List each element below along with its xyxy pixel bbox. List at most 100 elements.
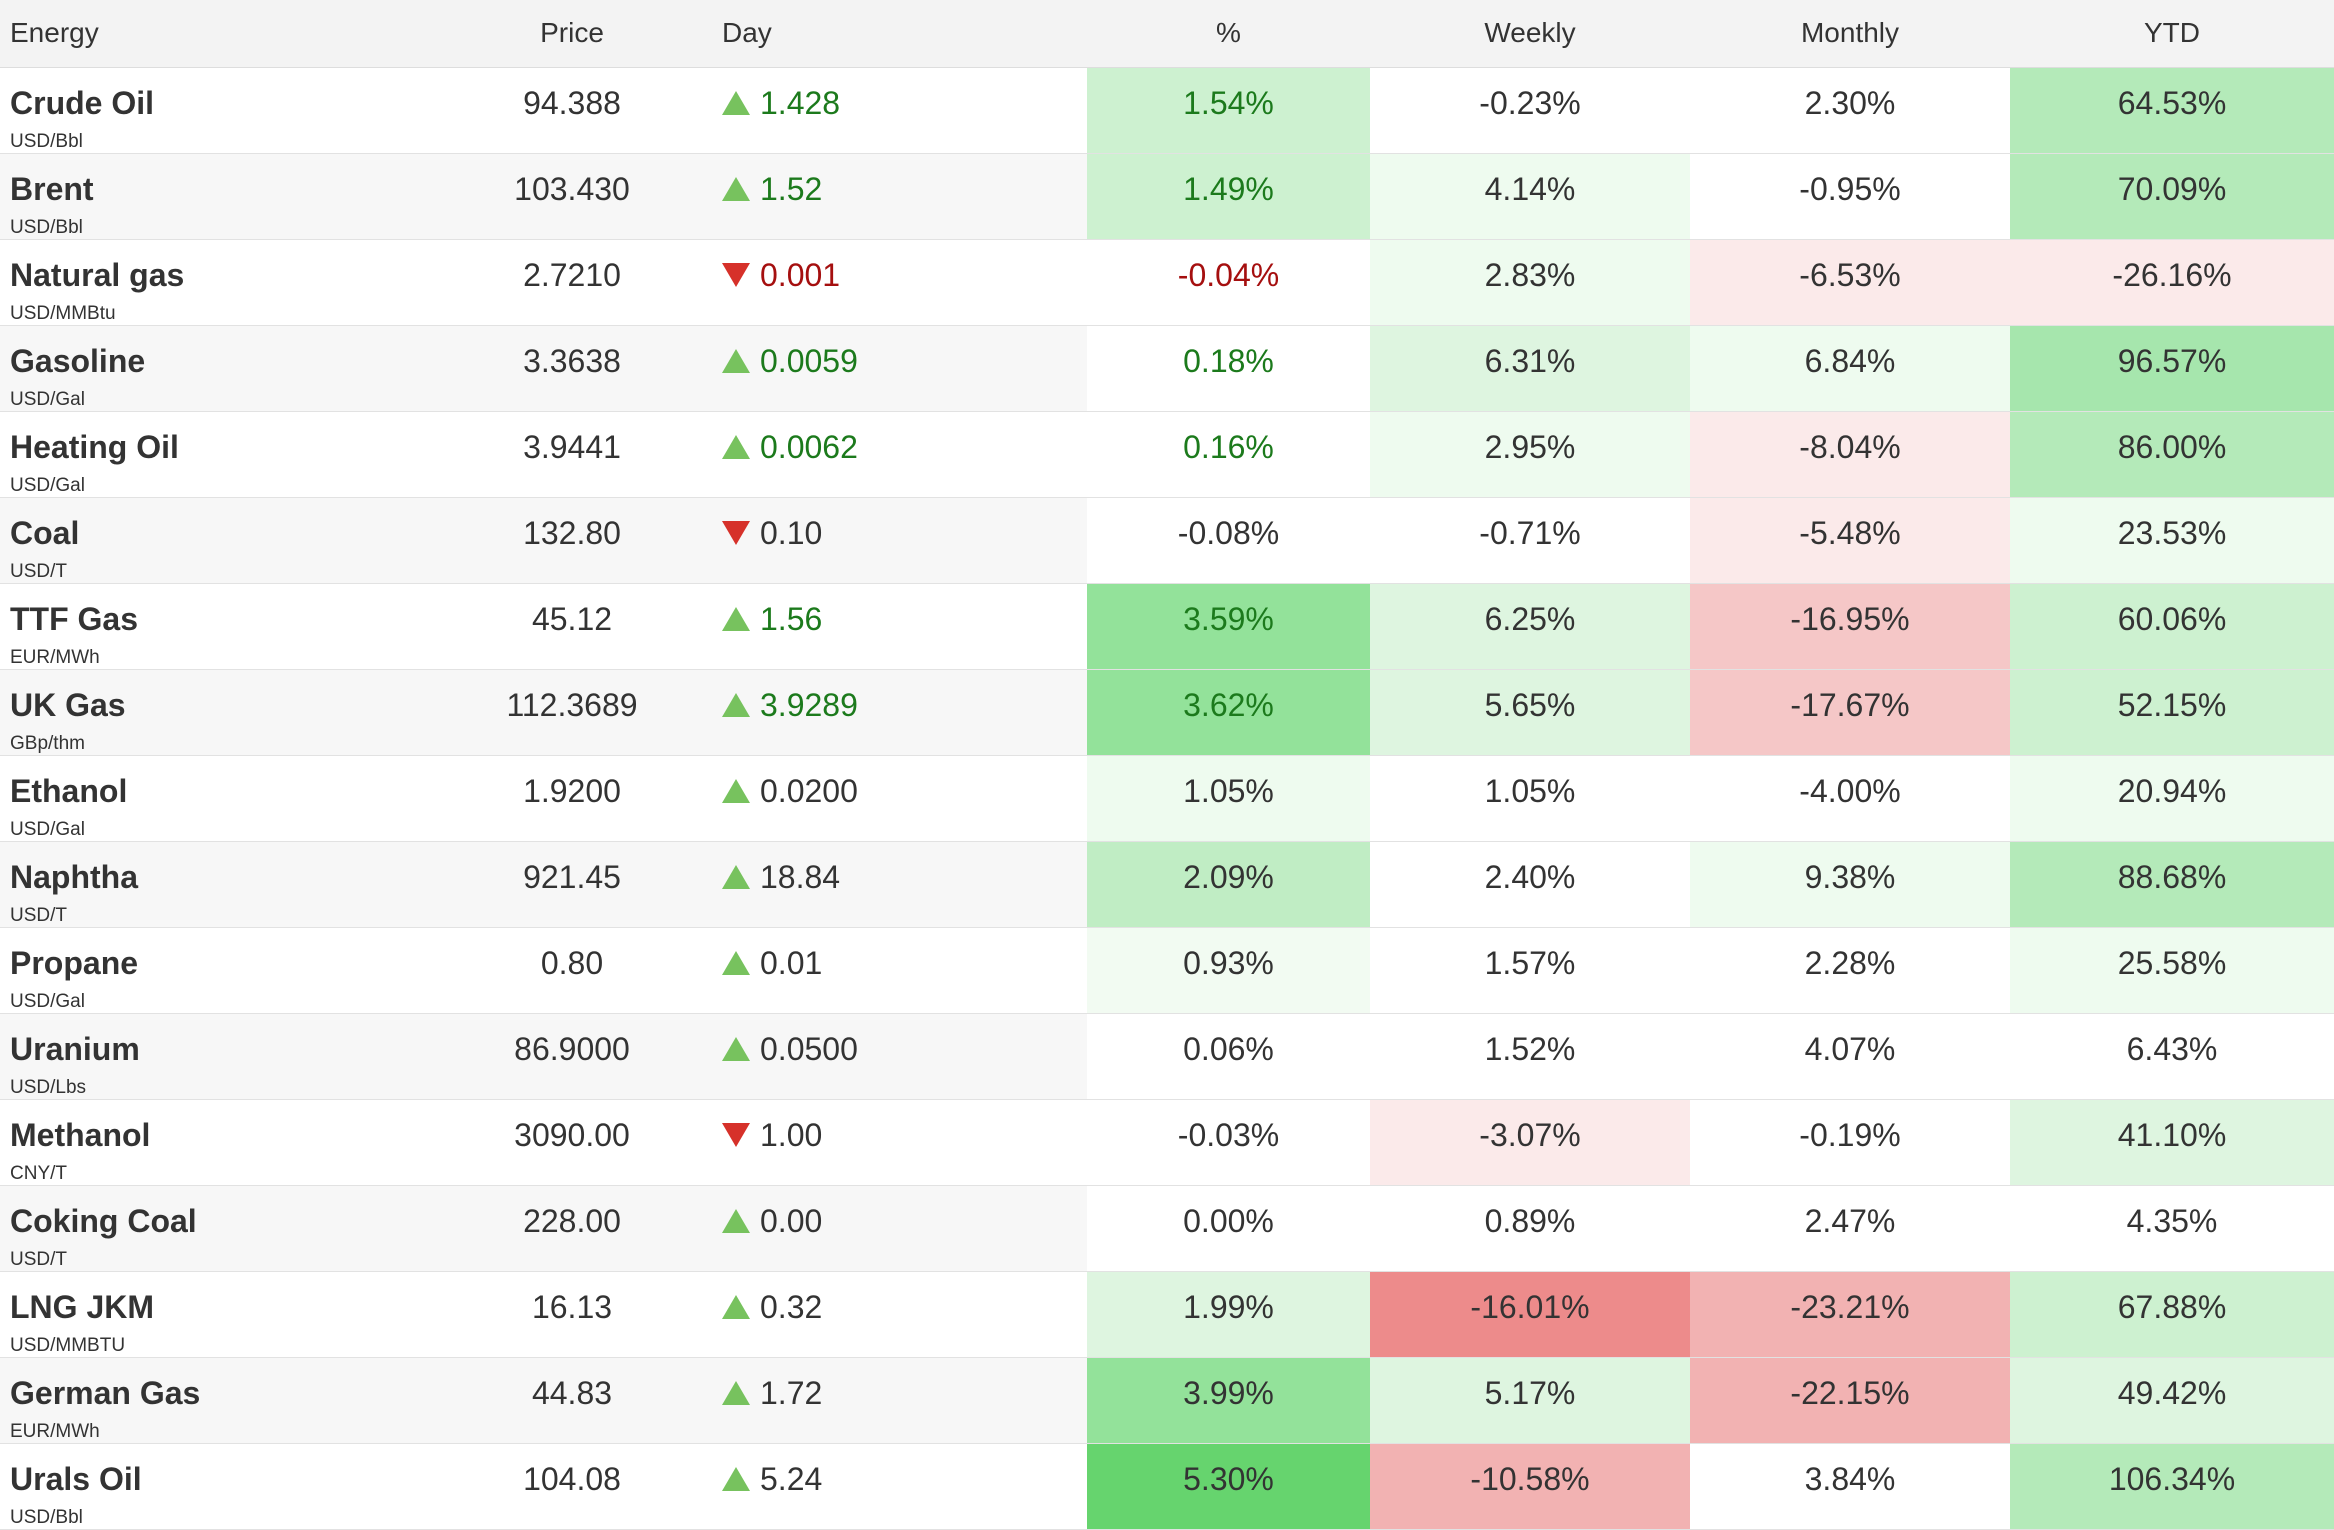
commodity-unit: USD/Bbl (10, 130, 83, 152)
price-cell: 45.12 (432, 583, 712, 669)
header-weekly[interactable]: Weekly (1370, 0, 1690, 68)
commodity-name-link[interactable]: German Gas (10, 1374, 201, 1411)
triangle-up-icon (722, 1208, 750, 1233)
ytd-change-cell: 88.68% (2010, 841, 2334, 927)
price-cell: 3.9441 (432, 411, 712, 497)
weekly-change-value: 5.17% (1484, 1374, 1576, 1411)
percent-change-value: 1.54% (1183, 84, 1274, 121)
percent-change-value: -0.08% (1177, 514, 1280, 551)
commodity-unit: USD/Lbs (10, 1076, 87, 1098)
commodity-name-link[interactable]: Brent (10, 170, 94, 207)
commodity-name-link[interactable]: TTF Gas (10, 600, 139, 637)
triangle-up-icon (722, 1036, 750, 1061)
ytd-change-value: 70.09% (2117, 170, 2227, 207)
weekly-change-cell: -3.07% (1370, 1099, 1690, 1185)
table-row: Uranium USD/Lbs 86.9000 0.0500 0.06% 1.5… (0, 1013, 2334, 1099)
commodity-name-link[interactable]: Uranium (10, 1030, 140, 1067)
commodity-unit: USD/MMBtu (10, 302, 116, 324)
percent-change-value: 1.99% (1183, 1288, 1274, 1325)
ytd-change-cell: 41.10% (2010, 1099, 2334, 1185)
commodity-name-link[interactable]: Naphtha (10, 858, 138, 895)
monthly-change-cell: -23.21% (1690, 1271, 2010, 1357)
commodity-unit: EUR/MWh (10, 646, 100, 668)
table-row: LNG JKM USD/MMBTU 16.13 0.32 1.99% -16.0… (0, 1271, 2334, 1357)
ytd-change-cell: 52.15% (2010, 669, 2334, 755)
weekly-change-value: 2.40% (1484, 858, 1576, 895)
commodity-name-link[interactable]: Ethanol (10, 772, 128, 809)
monthly-change-cell: -0.19% (1690, 1099, 2010, 1185)
price-cell: 103.430 (432, 153, 712, 239)
day-change-value: 1.428 (760, 84, 841, 121)
commodity-name-link[interactable]: Coal (10, 514, 80, 551)
weekly-change-value: -16.01% (1470, 1288, 1590, 1325)
header-day[interactable]: Day (712, 0, 1087, 68)
table-row: Propane USD/Gal 0.80 0.01 0.93% 1.57% 2.… (0, 927, 2334, 1013)
ytd-change-value: 4.35% (2126, 1202, 2218, 1239)
day-change-value: 0.0200 (760, 772, 858, 809)
commodity-name-link[interactable]: Gasoline (10, 342, 146, 379)
commodity-name-link[interactable]: Heating Oil (10, 428, 179, 465)
percent-change-value: 0.18% (1183, 342, 1274, 379)
monthly-change-value: -22.15% (1790, 1374, 1910, 1411)
price-value: 45.12 (531, 600, 613, 637)
triangle-up-icon (722, 1294, 750, 1319)
price-value: 112.3689 (506, 686, 638, 723)
price-cell: 112.3689 (432, 669, 712, 755)
day-change-value: 0.0062 (760, 428, 858, 465)
table-row: Ethanol USD/Gal 1.9200 0.0200 1.05% 1.05… (0, 755, 2334, 841)
day-change-cell: 0.0062 (712, 411, 1087, 497)
commodity-cell: Gasoline USD/Gal (0, 325, 432, 411)
header-price[interactable]: Price (432, 0, 712, 68)
table-row: Naphtha USD/T 921.45 18.84 2.09% 2.40% 9… (0, 841, 2334, 927)
triangle-up-icon (722, 950, 750, 975)
header-monthly[interactable]: Monthly (1690, 0, 2010, 68)
monthly-change-cell: -8.04% (1690, 411, 2010, 497)
commodity-name-link[interactable]: Crude Oil (10, 84, 155, 121)
day-change-value: 0.0059 (760, 342, 858, 379)
commodity-unit: USD/MMBTU (10, 1334, 126, 1356)
commodity-name-link[interactable]: Urals Oil (10, 1460, 142, 1497)
day-change-cell: 1.56 (712, 583, 1087, 669)
percent-change-cell: 3.59% (1087, 583, 1370, 669)
weekly-change-value: -3.07% (1479, 1116, 1581, 1153)
ytd-change-value: 52.15% (2117, 686, 2227, 723)
day-change-value: 0.001 (760, 256, 841, 293)
weekly-change-value: 1.05% (1484, 772, 1576, 809)
price-cell: 228.00 (432, 1185, 712, 1271)
monthly-change-cell: 3.84% (1690, 1443, 2010, 1529)
percent-change-value: 3.62% (1183, 686, 1274, 723)
header-energy[interactable]: Energy (0, 0, 432, 68)
commodity-unit: USD/Bbl (10, 216, 83, 238)
commodity-name-link[interactable]: Natural gas (10, 256, 185, 293)
commodity-name-link[interactable]: LNG JKM (10, 1288, 154, 1325)
ytd-change-value: 67.88% (2117, 1288, 2227, 1325)
table-row: Coking Coal USD/T 228.00 0.00 0.00% 0.89… (0, 1185, 2334, 1271)
price-cell: 86.9000 (432, 1013, 712, 1099)
commodity-unit: USD/Gal (10, 388, 85, 410)
day-change-cell: 1.72 (712, 1357, 1087, 1443)
commodity-name-link[interactable]: Methanol (10, 1116, 151, 1153)
price-value: 1.9200 (523, 772, 621, 809)
commodity-name-link[interactable]: Coking Coal (10, 1202, 197, 1239)
table-header: Energy Price Day % Weekly Monthly YTD (0, 0, 2334, 68)
percent-change-cell: 0.00% (1087, 1185, 1370, 1271)
triangle-up-icon (722, 176, 750, 201)
monthly-change-value: 6.84% (1804, 342, 1896, 379)
price-cell: 94.388 (432, 67, 712, 153)
monthly-change-value: 3.84% (1804, 1460, 1896, 1497)
price-value: 103.430 (514, 170, 630, 207)
header-ytd[interactable]: YTD (2010, 0, 2334, 68)
weekly-change-value: 1.52% (1484, 1030, 1576, 1067)
monthly-change-value: -0.19% (1799, 1116, 1901, 1153)
header-percent[interactable]: % (1087, 0, 1370, 68)
table-row: Heating Oil USD/Gal 3.9441 0.0062 0.16% … (0, 411, 2334, 497)
monthly-change-cell: -6.53% (1690, 239, 2010, 325)
price-value: 228.00 (523, 1202, 621, 1239)
percent-change-value: 3.59% (1183, 600, 1274, 637)
table-row: Coal USD/T 132.80 0.10 -0.08% -0.71% -5.… (0, 497, 2334, 583)
weekly-change-cell: 6.25% (1370, 583, 1690, 669)
commodity-name-link[interactable]: Propane (10, 944, 139, 981)
price-value: 94.388 (523, 84, 621, 121)
commodity-name-link[interactable]: UK Gas (10, 686, 126, 723)
